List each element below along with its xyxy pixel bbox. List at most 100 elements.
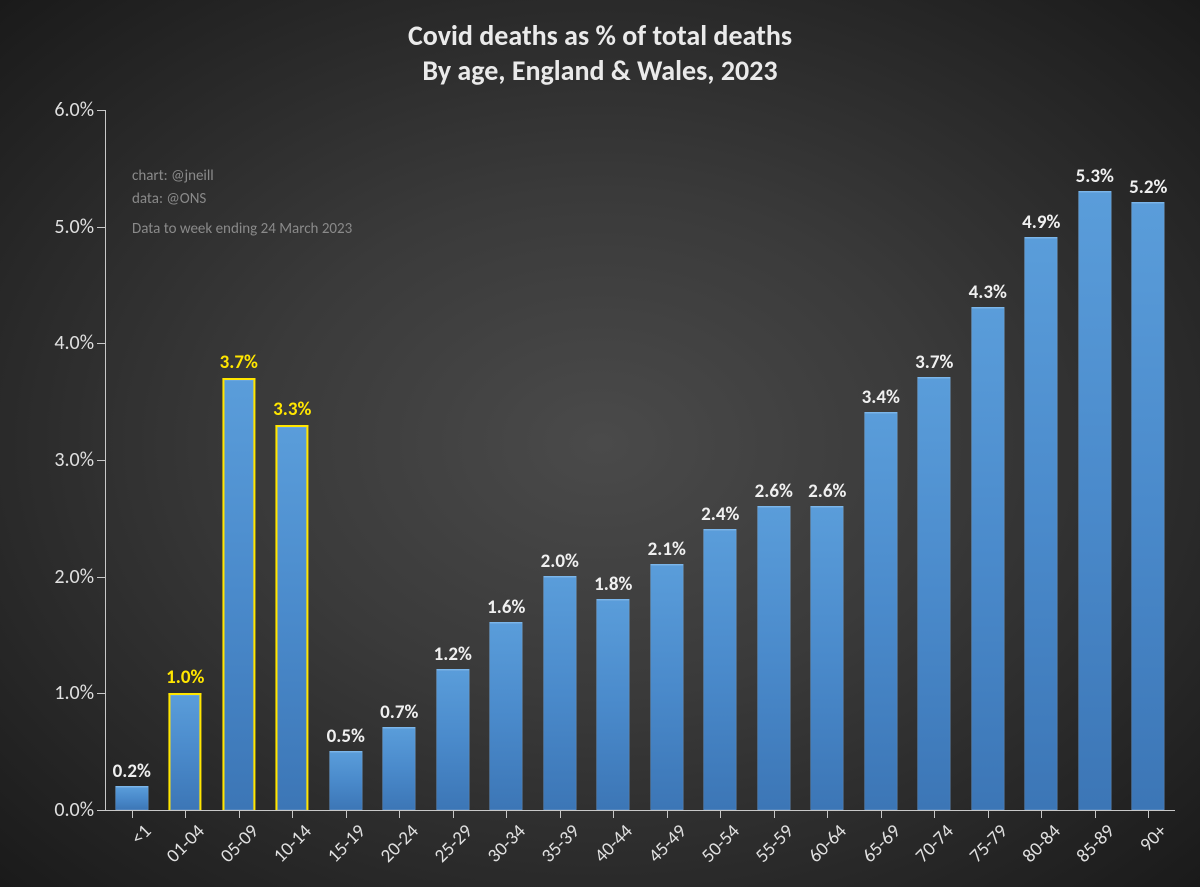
chart-root: Covid deaths as % of total deaths By age… bbox=[0, 0, 1200, 887]
x-tick-label: 60-64 bbox=[804, 820, 852, 868]
bar-value-label: 3.3% bbox=[273, 398, 311, 421]
bar-slot: 4.3% bbox=[961, 110, 1015, 810]
x-tick bbox=[934, 810, 935, 818]
bar-value-label: 0.7% bbox=[380, 701, 418, 724]
bar-slot: 5.2% bbox=[1122, 110, 1176, 810]
y-tick bbox=[97, 810, 105, 811]
bar-value-label: 2.6% bbox=[808, 480, 846, 503]
bar-slot: 2.6% bbox=[747, 110, 801, 810]
bar bbox=[1025, 237, 1058, 810]
bar-slot: 2.0% bbox=[533, 110, 587, 810]
bar-value-label: 1.8% bbox=[594, 573, 632, 596]
y-tick-label: 3.0% bbox=[54, 448, 94, 472]
y-tick-label: 6.0% bbox=[54, 98, 94, 122]
bar-value-label: 1.6% bbox=[487, 596, 525, 619]
bar-slot: 3.3% bbox=[266, 110, 320, 810]
y-tick bbox=[97, 693, 105, 694]
bar bbox=[597, 599, 630, 810]
x-tick bbox=[881, 810, 882, 818]
bar-slot: 4.9% bbox=[1015, 110, 1069, 810]
bar-value-label: 4.3% bbox=[969, 281, 1007, 304]
bar-value-label: 3.7% bbox=[915, 351, 953, 374]
bar-slot: 2.6% bbox=[801, 110, 855, 810]
bar-value-label: 3.4% bbox=[862, 386, 900, 409]
y-tick bbox=[97, 343, 105, 344]
x-tick-label: 65-69 bbox=[858, 820, 906, 868]
bar bbox=[276, 425, 309, 810]
bar bbox=[329, 751, 362, 810]
bar-slot: 2.1% bbox=[640, 110, 694, 810]
x-tick-label: 25-29 bbox=[430, 820, 478, 868]
bar bbox=[811, 506, 844, 810]
bar-slot: 1.6% bbox=[480, 110, 534, 810]
x-tick bbox=[988, 810, 989, 818]
bar-value-label: 2.6% bbox=[755, 480, 793, 503]
bar-value-label: 2.0% bbox=[541, 550, 579, 573]
bar-value-label: 5.2% bbox=[1129, 176, 1167, 199]
bar-slot: 0.7% bbox=[373, 110, 427, 810]
bar bbox=[704, 529, 737, 810]
y-axis-labels: 0.0%1.0%2.0%3.0%4.0%5.0%6.0% bbox=[0, 110, 100, 810]
y-tick-label: 1.0% bbox=[54, 681, 94, 705]
x-tick bbox=[506, 810, 507, 818]
bar-slot: 3.7% bbox=[212, 110, 266, 810]
x-tick-label: 55-59 bbox=[751, 820, 799, 868]
x-tick-label: 30-34 bbox=[483, 820, 531, 868]
x-tick bbox=[292, 810, 293, 818]
y-tick-label: 2.0% bbox=[54, 565, 94, 589]
y-tick bbox=[97, 460, 105, 461]
bar-value-label: 0.5% bbox=[327, 725, 365, 748]
bar bbox=[1078, 191, 1111, 810]
x-tick-label: 85-89 bbox=[1072, 820, 1120, 868]
x-tick-label: 01-04 bbox=[162, 820, 210, 868]
bar bbox=[115, 786, 148, 810]
bar-value-label: 3.7% bbox=[220, 351, 258, 374]
bar-slot: 3.7% bbox=[908, 110, 962, 810]
x-tick-label: 80-84 bbox=[1018, 820, 1066, 868]
y-tick-label: 0.0% bbox=[54, 798, 94, 822]
bar-value-label: 4.9% bbox=[1022, 211, 1060, 234]
bar bbox=[436, 669, 469, 810]
x-tick bbox=[132, 810, 133, 818]
x-tick bbox=[774, 810, 775, 818]
plot-area: 0.2% 1.0% 3.7% 3.3% 0.5% 0.7% 1.2% 1.6% 2.0% 1.8%… bbox=[105, 110, 1175, 810]
bar-value-label: 5.3% bbox=[1076, 165, 1114, 188]
x-axis-line bbox=[105, 810, 1175, 811]
bar-slot: 2.4% bbox=[694, 110, 748, 810]
bar-slot: 0.2% bbox=[105, 110, 159, 810]
x-tick bbox=[1148, 810, 1149, 818]
bar-value-label: 0.2% bbox=[113, 760, 151, 783]
x-tick bbox=[720, 810, 721, 818]
x-tick-label: 05-09 bbox=[216, 820, 264, 868]
x-tick bbox=[1041, 810, 1042, 818]
x-tick bbox=[613, 810, 614, 818]
title-line-2: By age, England & Wales, 2023 bbox=[0, 53, 1200, 88]
x-tick bbox=[827, 810, 828, 818]
y-tick bbox=[97, 577, 105, 578]
title-line-1: Covid deaths as % of total deaths bbox=[0, 18, 1200, 53]
bar bbox=[918, 377, 951, 810]
x-tick-label: 90+ bbox=[1136, 820, 1173, 857]
bar bbox=[864, 412, 897, 810]
y-tick bbox=[97, 110, 105, 111]
x-tick bbox=[453, 810, 454, 818]
x-tick bbox=[1095, 810, 1096, 818]
bars-container: 0.2% 1.0% 3.7% 3.3% 0.5% 0.7% 1.2% 1.6% 2.0% 1.8%… bbox=[105, 110, 1175, 810]
bar bbox=[169, 693, 202, 810]
bar bbox=[650, 564, 683, 810]
x-tick-label: 70-74 bbox=[911, 820, 959, 868]
x-tick bbox=[346, 810, 347, 818]
bar-slot: 1.2% bbox=[426, 110, 480, 810]
bar-value-label: 1.0% bbox=[166, 666, 204, 689]
x-tick-label: <1 bbox=[126, 820, 156, 850]
x-tick bbox=[399, 810, 400, 818]
bar bbox=[757, 506, 790, 810]
y-tick-label: 5.0% bbox=[54, 215, 94, 239]
bar-slot: 1.8% bbox=[587, 110, 641, 810]
x-tick-label: 45-49 bbox=[644, 820, 692, 868]
x-tick-label: 50-54 bbox=[697, 820, 745, 868]
x-tick-label: 75-79 bbox=[965, 820, 1013, 868]
bar-slot: 1.0% bbox=[159, 110, 213, 810]
bar-value-label: 1.2% bbox=[434, 643, 472, 666]
y-tick-label: 4.0% bbox=[54, 331, 94, 355]
